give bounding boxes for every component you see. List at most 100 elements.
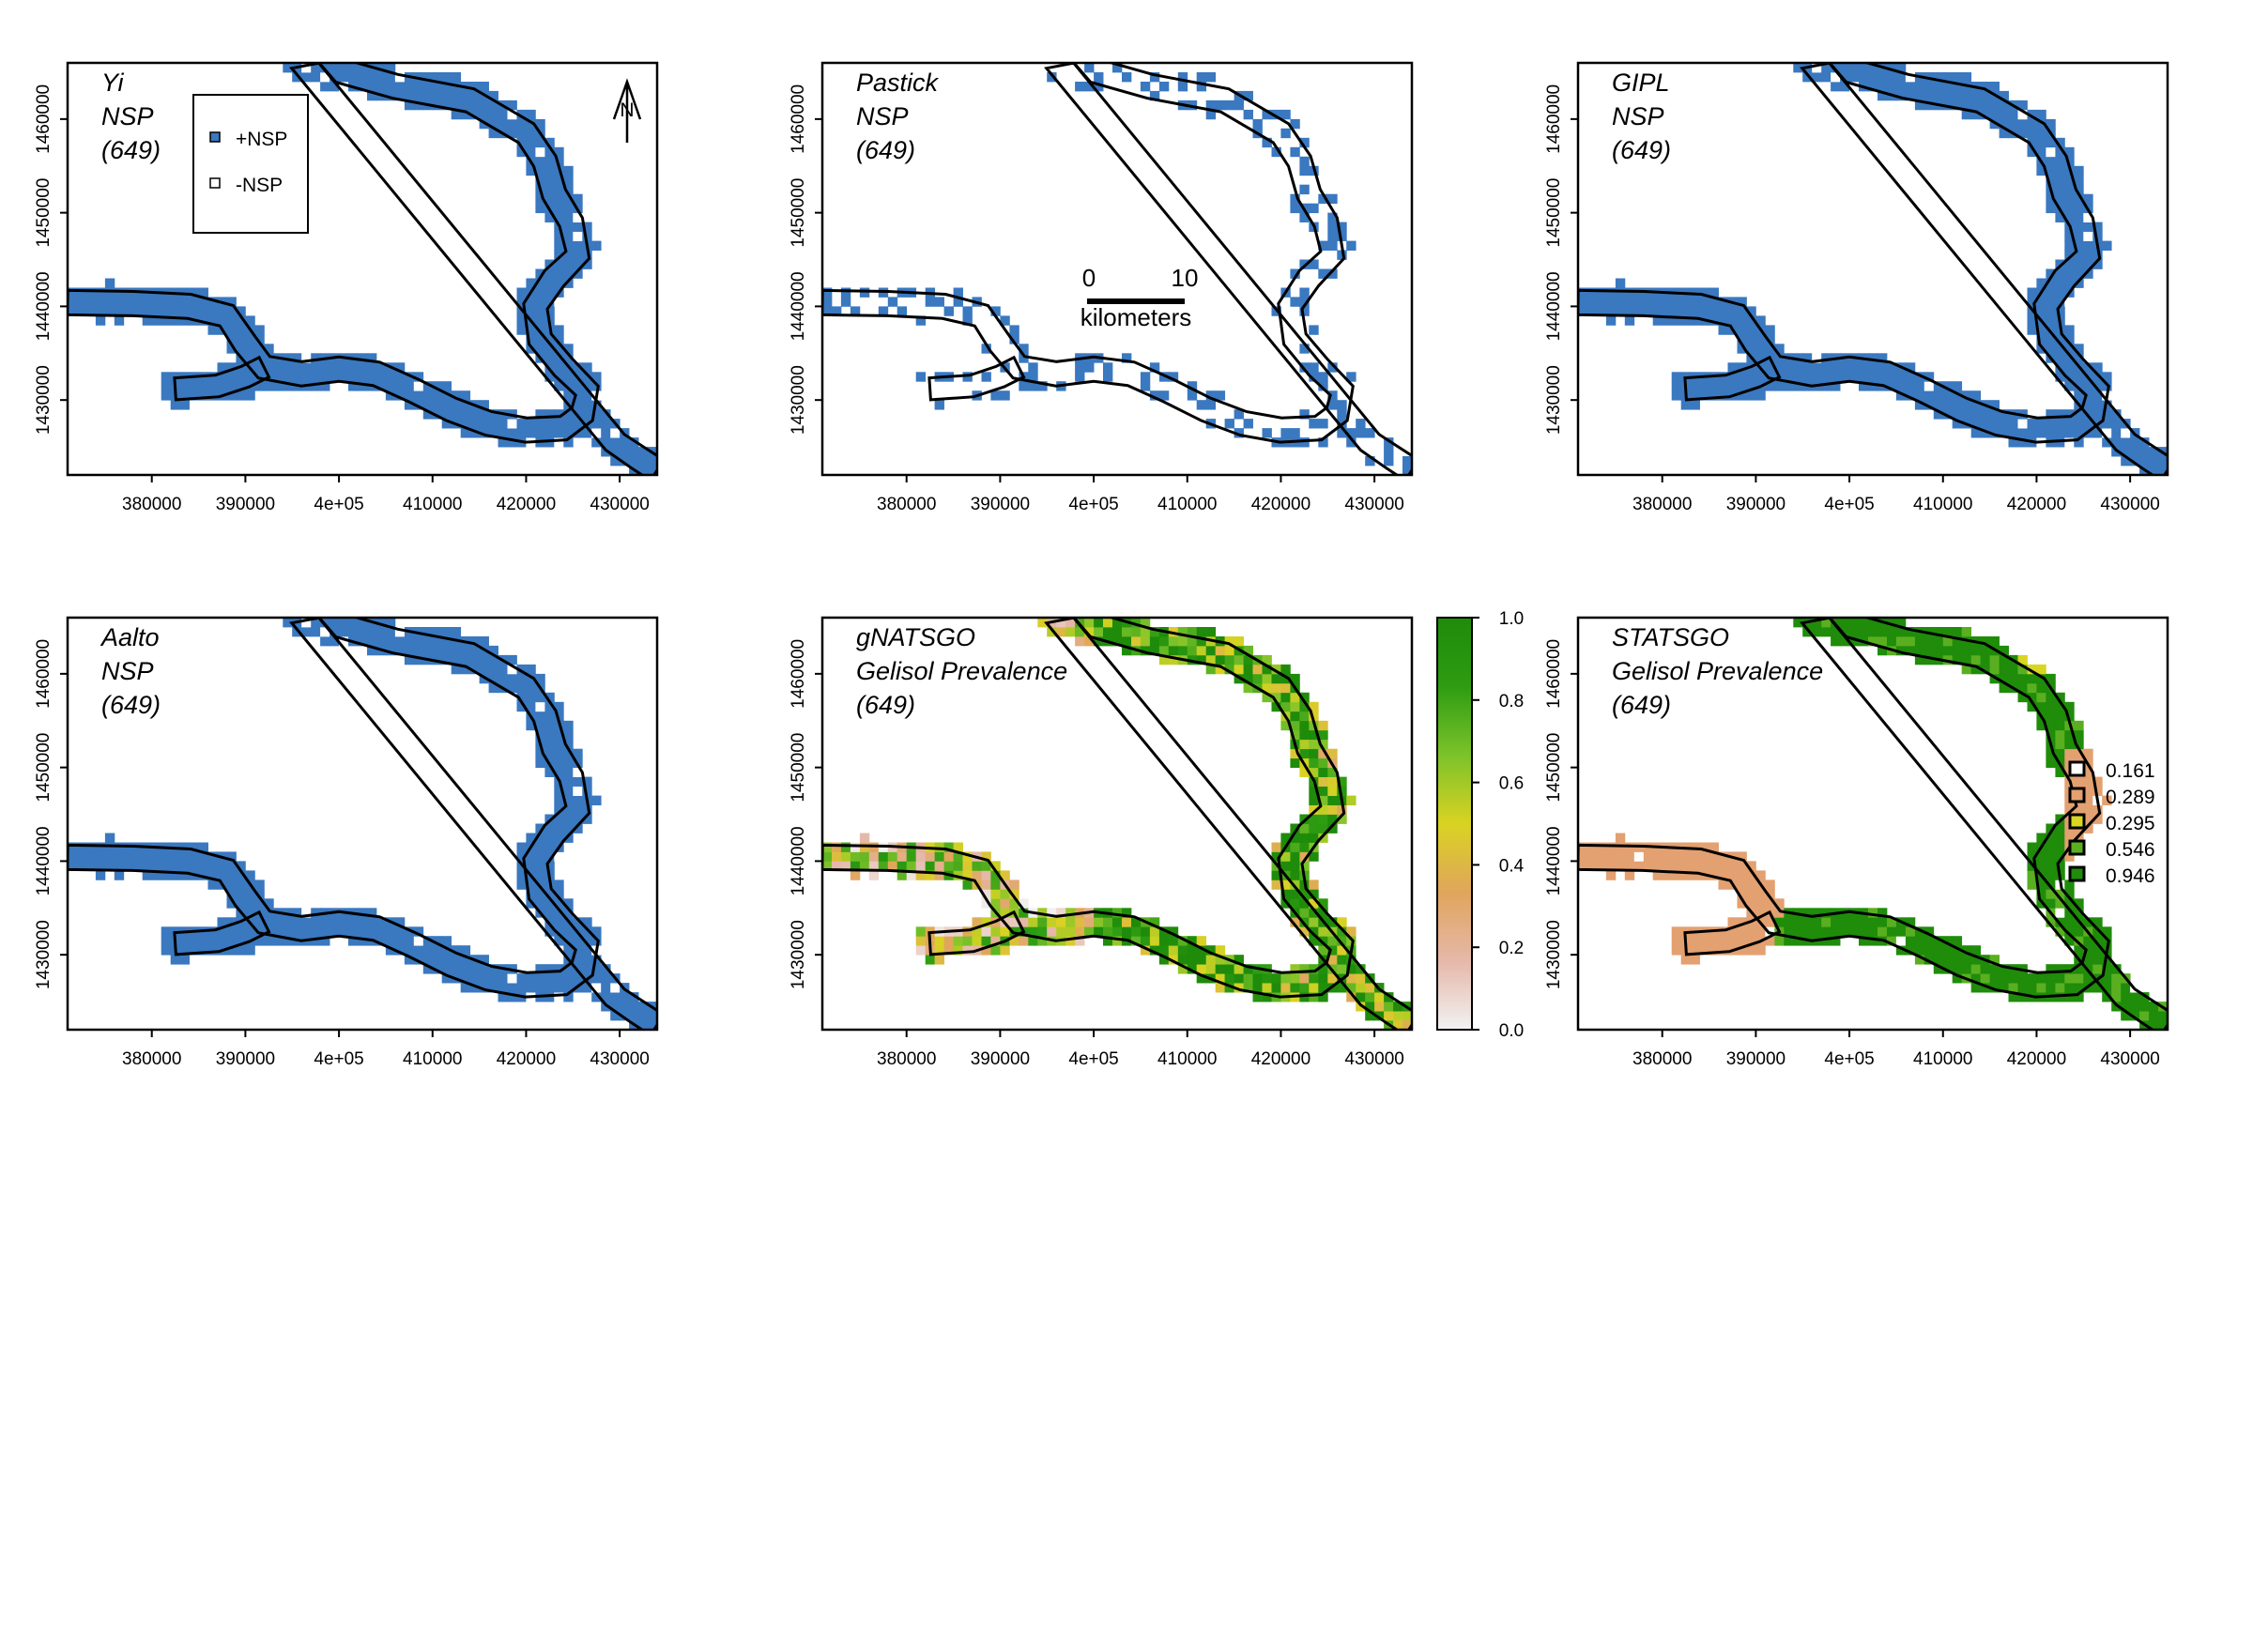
raster-cell bbox=[1970, 400, 1982, 410]
raster-cell bbox=[1849, 372, 1860, 382]
raster-cell bbox=[394, 636, 406, 647]
raster-cell bbox=[1690, 306, 1700, 316]
x-tick-label: 430000 bbox=[2100, 1049, 2159, 1069]
raster-cell bbox=[2055, 926, 2065, 937]
study-area-outline bbox=[68, 63, 657, 475]
raster-cell bbox=[2074, 748, 2084, 759]
raster-cell bbox=[1831, 936, 1841, 946]
raster-cell bbox=[2092, 381, 2103, 391]
raster-cell bbox=[915, 926, 927, 937]
raster-cell bbox=[1942, 964, 1954, 974]
raster-cell bbox=[2046, 146, 2056, 158]
raster-cell bbox=[236, 381, 246, 391]
x-tick-label: 380000 bbox=[122, 495, 181, 514]
raster-cell bbox=[1895, 926, 1907, 937]
raster-cell bbox=[2064, 156, 2075, 167]
raster-cell bbox=[516, 870, 527, 880]
raster-cell bbox=[1952, 419, 1963, 429]
raster-cell bbox=[2064, 419, 2075, 429]
raster-cell bbox=[394, 945, 406, 956]
raster-cell bbox=[620, 437, 630, 448]
raster-cell bbox=[1868, 72, 1878, 83]
raster-cell bbox=[1084, 618, 1095, 628]
raster-cell bbox=[2158, 1020, 2168, 1030]
raster-cell bbox=[95, 315, 106, 326]
raster-cell bbox=[330, 372, 340, 382]
raster-cell bbox=[981, 372, 991, 382]
raster-cell bbox=[962, 851, 973, 862]
raster-cell bbox=[620, 456, 630, 467]
raster-cell bbox=[1112, 618, 1123, 628]
raster-cell bbox=[2121, 1002, 2131, 1012]
raster-cell bbox=[1122, 353, 1132, 363]
raster-cell bbox=[1327, 193, 1338, 205]
raster-cell bbox=[479, 983, 489, 993]
raster-cell bbox=[1196, 936, 1207, 946]
raster-cell bbox=[236, 880, 246, 890]
raster-cell bbox=[1168, 945, 1179, 956]
raster-cell bbox=[601, 983, 611, 993]
raster-cell bbox=[2074, 437, 2084, 448]
raster-cell bbox=[832, 861, 842, 871]
raster-cell bbox=[1346, 983, 1356, 993]
raster-cell bbox=[1905, 390, 1916, 401]
raster-cell bbox=[953, 870, 963, 880]
raster-cell bbox=[840, 861, 851, 871]
raster-cell bbox=[2027, 146, 2037, 158]
raster-cell bbox=[573, 795, 583, 805]
raster-cell bbox=[1149, 926, 1160, 937]
x-tick-label: 380000 bbox=[122, 1049, 181, 1069]
raster-cell bbox=[404, 400, 415, 410]
raster-cell bbox=[460, 409, 471, 420]
raster-cell bbox=[2036, 833, 2046, 843]
raster-cell bbox=[1718, 381, 1728, 391]
raster-cell bbox=[1037, 936, 1048, 946]
raster-cell bbox=[1309, 889, 1319, 899]
raster-cell bbox=[2130, 1011, 2140, 1021]
raster-cell bbox=[273, 362, 284, 373]
raster-cell bbox=[1234, 964, 1244, 974]
raster-cell bbox=[1868, 353, 1878, 363]
raster-cell bbox=[1299, 156, 1310, 167]
raster-cell bbox=[1690, 955, 1700, 965]
raster-cell bbox=[554, 767, 564, 777]
raster-cell bbox=[85, 842, 97, 852]
raster-cell bbox=[573, 748, 583, 759]
raster-cell bbox=[1849, 627, 1860, 637]
raster-cell bbox=[601, 419, 611, 429]
raster-cell bbox=[1680, 315, 1692, 326]
raster-cell bbox=[1690, 400, 1700, 410]
raster-cell bbox=[2139, 456, 2150, 467]
raster-cell bbox=[441, 955, 452, 965]
raster-cell bbox=[582, 390, 592, 401]
raster-cell bbox=[1662, 861, 1673, 871]
raster-cell bbox=[2055, 711, 2065, 722]
raster-cell bbox=[254, 362, 265, 373]
raster-cell bbox=[1587, 861, 1598, 871]
raster-cell bbox=[516, 118, 527, 130]
raster-cell bbox=[311, 353, 321, 363]
raster-cell bbox=[2027, 297, 2037, 307]
raster-cell bbox=[962, 926, 973, 937]
raster-cell bbox=[68, 842, 78, 852]
raster-cell bbox=[1680, 851, 1692, 862]
raster-cell bbox=[1084, 926, 1095, 937]
raster-cell bbox=[516, 419, 527, 429]
x-tick-label: 410000 bbox=[1157, 495, 1217, 514]
raster-cell bbox=[1812, 63, 1822, 73]
raster-cell bbox=[179, 955, 190, 965]
raster-cell bbox=[1028, 362, 1038, 373]
raster-cell bbox=[2046, 409, 2056, 420]
raster-cell bbox=[544, 137, 555, 148]
raster-cell bbox=[469, 654, 480, 665]
raster-cell bbox=[953, 945, 963, 956]
raster-cell bbox=[2036, 325, 2046, 335]
raster-cell bbox=[981, 917, 991, 927]
raster-cell bbox=[2046, 870, 2056, 880]
raster-cell bbox=[1327, 804, 1338, 815]
raster-cell bbox=[1299, 729, 1310, 741]
raster-cell bbox=[376, 372, 387, 382]
raster-cell bbox=[292, 627, 302, 637]
raster-cell bbox=[1942, 72, 1954, 83]
raster-cell bbox=[1252, 973, 1263, 984]
